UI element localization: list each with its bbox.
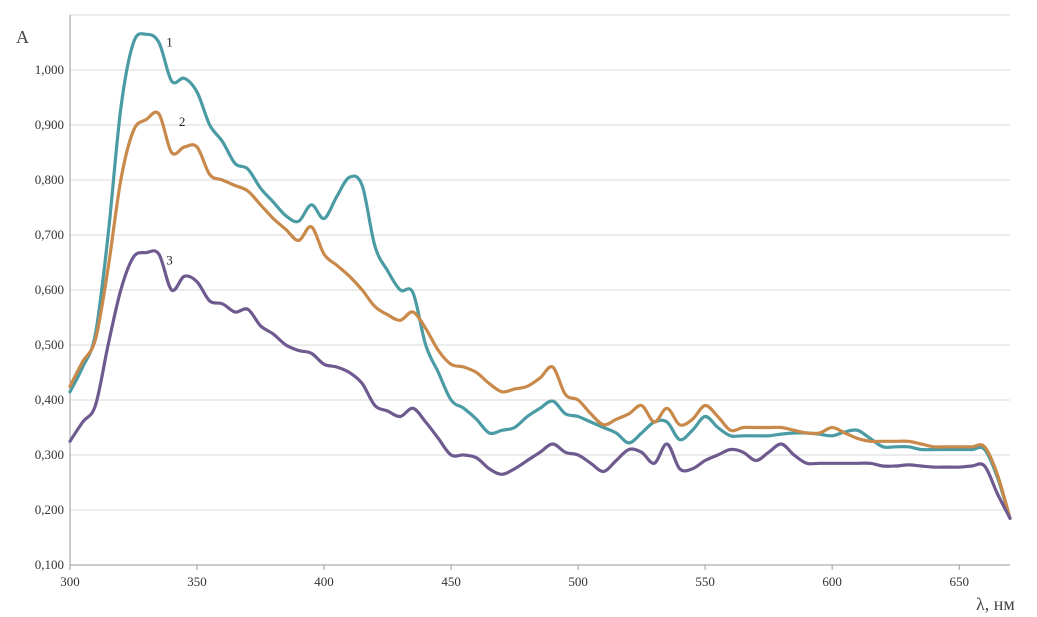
y-tick-label: 0,500	[35, 337, 64, 352]
series-label-3: 3	[166, 253, 173, 268]
series-labels: 1 2 3	[166, 34, 185, 267]
y-tick-label: 0,800	[35, 172, 64, 187]
y-tick-label: 0,900	[35, 117, 64, 132]
series-line-1	[68, 32, 1012, 520]
y-tick-label: 0,100	[35, 557, 64, 572]
x-tick-label: 550	[695, 574, 715, 589]
series-line-3	[68, 249, 1012, 520]
series-label-2: 2	[179, 114, 186, 129]
series-label-1: 1	[166, 34, 173, 49]
y-tick-label: 0,700	[35, 227, 64, 242]
series-lines	[68, 32, 1012, 520]
y-tick-label: 1,000	[35, 62, 64, 77]
gridlines	[70, 14, 1010, 566]
x-tick-label: 350	[187, 574, 207, 589]
y-tick-label: 0,400	[35, 392, 64, 407]
y-axis-title: A	[16, 27, 29, 47]
axes: 0,100 0,200 0,300 0,400 0,500 0,600 0,700 0,800…	[35, 15, 1010, 589]
x-tick-label: 400	[314, 574, 334, 589]
y-tick-label: 0,300	[35, 447, 64, 462]
y-tick-label: 0,200	[35, 502, 64, 517]
x-axis-title: λ, нм	[976, 594, 1015, 614]
x-tick-label: 500	[568, 574, 588, 589]
x-tick-label: 650	[949, 574, 969, 589]
y-tick-label: 0,600	[35, 282, 64, 297]
series-line-2	[68, 110, 1012, 520]
x-tick-label: 450	[441, 574, 461, 589]
x-tick-label: 300	[60, 574, 80, 589]
x-tick-label: 600	[822, 574, 842, 589]
